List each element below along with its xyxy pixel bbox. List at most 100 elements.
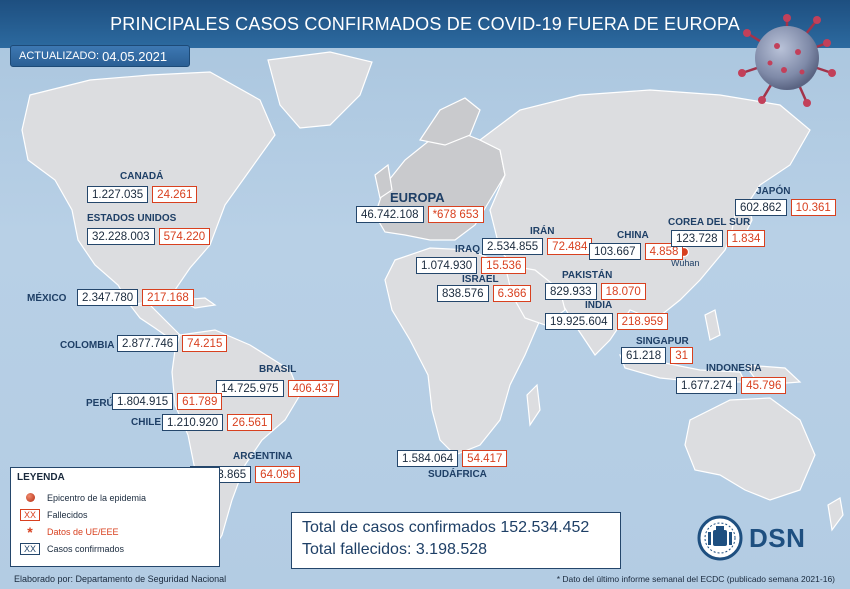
- deaths-value: 64.096: [255, 466, 301, 483]
- philippines-shape: [704, 309, 721, 341]
- confirmed-value: 1.677.274: [676, 377, 738, 394]
- country-name-china: CHINA: [617, 230, 649, 241]
- country-box-iran: 2.534.855 72.484: [482, 238, 593, 255]
- coat-of-arms-icon: [697, 515, 743, 561]
- country-box-corea: 123.728 1.834: [671, 230, 766, 247]
- deaths-value: 72.484: [547, 238, 593, 255]
- deaths-value: 24.261: [152, 186, 198, 203]
- legend-eu-label: Datos de UE/EEE: [47, 526, 119, 537]
- confirmed-value: 2.877.746: [117, 335, 179, 352]
- deaths-value: 61.789: [177, 393, 223, 410]
- country-name-canada: CANADÁ: [120, 171, 164, 182]
- country-box-colombia: 2.877.746 74.215: [117, 335, 228, 352]
- country-name-india: INDIA: [585, 300, 613, 311]
- country-box-eeuu: 32.228.003 574.220: [87, 228, 211, 245]
- deaths-value: 15.536: [481, 257, 527, 274]
- confirmed-value: 61.218: [621, 347, 667, 364]
- country-name-israel: ISRAEL: [462, 274, 499, 285]
- legend-epicenter-label: Epicentro de la epidemia: [47, 492, 147, 503]
- legend-confirmed-label: Casos confirmados: [47, 543, 125, 554]
- totals-box: Total de casos confirmados 152.534.452 T…: [291, 512, 621, 569]
- legend-row-confirmed: XX Casos confirmados: [19, 540, 219, 557]
- greenland-shape: [267, 51, 373, 129]
- country-name-colombia: COLOMBIA: [60, 340, 115, 351]
- country-box-japon: 602.862 10.361: [735, 199, 836, 216]
- country-box-indonesia: 1.677.274 45.796: [676, 377, 787, 394]
- confirmed-value: 14.725.975: [216, 380, 284, 397]
- country-name-iran: IRÁN: [530, 226, 555, 237]
- epicenter-dot-icon: [25, 493, 35, 502]
- legend-title: LEYENDA: [17, 472, 65, 483]
- confirmed-value: 1.227.035: [87, 186, 149, 203]
- country-name-japon: JAPÓN: [756, 186, 791, 197]
- country-box-singapur: 61.218 31: [621, 347, 693, 364]
- deaths-value: 18.070: [600, 283, 646, 300]
- confirmed-value: 838.576: [437, 285, 489, 302]
- deaths-value: 4.858: [644, 243, 684, 260]
- deaths-value: 31: [670, 347, 693, 364]
- country-name-argentina: ARGENTINA: [233, 451, 293, 462]
- legend-row-epicenter: Epicentro de la epidemia: [19, 489, 219, 506]
- new-zealand-shape: [827, 497, 844, 532]
- country-name-sudafrica: SUDÁFRICA: [428, 469, 487, 480]
- country-name-peru: PERÚ: [86, 398, 114, 409]
- country-box-pakistan: 829.933 18.070: [545, 283, 646, 300]
- legend: LEYENDA Epicentro de la epidemia XX Fall…: [10, 467, 220, 567]
- country-box-china: 103.667 4.858: [589, 243, 684, 260]
- confirmed-value: 2.347.780: [77, 289, 139, 306]
- epicenter-label: Wuhan: [671, 258, 700, 268]
- country-name-chile: CHILE: [131, 417, 161, 428]
- deaths-value: 54.417: [462, 450, 508, 467]
- deaths-value: 74.215: [182, 335, 228, 352]
- title-bar: PRINCIPALES CASOS CONFIRMADOS DE COVID-1…: [0, 0, 850, 48]
- country-name-indonesia: INDONESIA: [706, 363, 762, 374]
- updated-label: ACTUALIZADO:: [19, 50, 100, 62]
- country-box-canada: 1.227.035 24.261: [87, 186, 198, 203]
- legend-row-deaths: XX Fallecidos: [19, 506, 219, 523]
- country-name-eeuu: ESTADOS UNIDOS: [87, 213, 177, 224]
- deaths-value: 26.561: [227, 414, 273, 431]
- country-name-mexico: MÉXICO: [27, 293, 67, 304]
- country-box-sudafrica: 1.584.064 54.417: [397, 450, 508, 467]
- confirmed-value: 2.534.855: [482, 238, 544, 255]
- country-box-chile: 1.210.920 26.561: [162, 414, 273, 431]
- madagascar-shape: [526, 383, 541, 427]
- scandinavia-shape: [419, 97, 481, 146]
- confirmed-value: 1.210.920: [162, 414, 224, 431]
- confirmed-value: 1.074.930: [416, 257, 478, 274]
- confirmed-value: 103.667: [589, 243, 641, 260]
- country-box-europa: 46.742.108 *678 653: [356, 206, 484, 223]
- country-box-india: 19.925.604 218.959: [545, 313, 669, 330]
- confirmed-value: 602.862: [735, 199, 787, 216]
- confirmed-value: 46.742.108: [356, 206, 424, 223]
- asterisk-icon: *: [27, 523, 33, 540]
- confirmed-value: 32.228.003: [87, 228, 155, 245]
- deaths-value: 10.361: [790, 199, 836, 216]
- country-box-mexico: 2.347.780 217.168: [77, 289, 194, 306]
- country-box-brasil: 14.725.975 406.437: [216, 380, 340, 397]
- credits: Elaborado por: Departamento de Seguridad…: [14, 574, 227, 584]
- country-box-israel: 838.576 6.366: [437, 285, 532, 302]
- footnote: * Dato del último informe semanal del EC…: [556, 574, 835, 584]
- country-box-iraq: 1.074.930 15.536: [416, 257, 527, 274]
- deaths-value: 45.796: [741, 377, 787, 394]
- uk-shape: [374, 163, 393, 199]
- legend-row-eu: * Datos de UE/EEE: [19, 523, 219, 540]
- country-name-corea: COREA DEL SUR: [668, 217, 751, 228]
- total-confirmed: Total de casos confirmados 152.534.452: [302, 519, 590, 536]
- confirmed-value: 829.933: [545, 283, 597, 300]
- confirmed-value: 1.804.915: [112, 393, 174, 410]
- deaths-value: 6.366: [492, 285, 532, 302]
- deaths-value: 406.437: [287, 380, 340, 397]
- updated-badge: ACTUALIZADO: 04.05.2021: [10, 45, 190, 67]
- region-name-europa: EUROPA: [390, 190, 445, 205]
- dsn-logo: DSN: [697, 515, 805, 561]
- country-box-peru: 1.804.915 61.789: [112, 393, 223, 410]
- deaths-symbol: XX: [19, 508, 40, 521]
- confirmed-value: 19.925.604: [545, 313, 613, 330]
- confirmed-value: 1.584.064: [397, 450, 459, 467]
- total-deaths: Total fallecidos: 3.198.528: [302, 541, 488, 558]
- deaths-value: 1.834: [726, 230, 766, 247]
- dsn-logo-text: DSN: [749, 522, 806, 553]
- page-title: PRINCIPALES CASOS CONFIRMADOS DE COVID-1…: [110, 13, 740, 34]
